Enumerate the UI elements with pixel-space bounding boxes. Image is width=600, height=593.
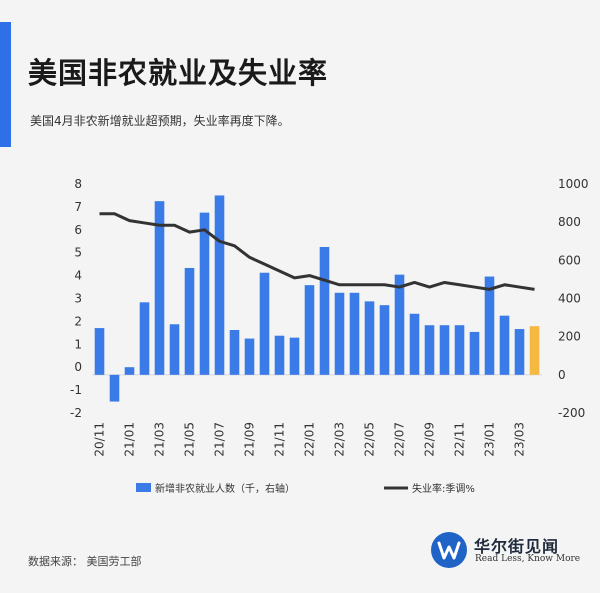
right-tick-label: 400 xyxy=(558,292,581,306)
bar-22/02 xyxy=(319,246,330,375)
x-tick-label: 22/05 xyxy=(363,422,377,457)
bar-21/04 xyxy=(169,324,180,375)
bar-22/12 xyxy=(469,331,480,375)
bar-22/01 xyxy=(304,285,315,375)
bar-21/11 xyxy=(274,335,285,375)
bar-21/03 xyxy=(154,201,165,375)
bar-21/05 xyxy=(184,267,195,375)
left-tick-label: -1 xyxy=(70,383,82,397)
left-tick-label: 2 xyxy=(74,314,82,328)
bar-21/07 xyxy=(214,195,225,375)
left-tick-label: 8 xyxy=(74,177,82,191)
brand-logo-icon xyxy=(431,532,467,568)
legend-bar-label: 新增非农就业人数（千，右轴） xyxy=(155,482,295,495)
left-tick-label: 7 xyxy=(74,200,82,214)
right-tick-label: 800 xyxy=(558,215,581,229)
x-tick-label: 22/01 xyxy=(303,422,317,457)
bar-20/12 xyxy=(109,374,120,402)
left-tick-label: 4 xyxy=(74,269,82,283)
left-tick-label: 6 xyxy=(74,223,82,237)
legend-line-label: 失业率:季调% xyxy=(412,482,475,495)
left-tick-label: 3 xyxy=(74,292,82,306)
data-source: 数据来源： 美国劳工部 xyxy=(28,555,142,568)
right-tick-label: 200 xyxy=(558,330,581,344)
bar-23/02 xyxy=(499,315,510,375)
right-tick-label: -200 xyxy=(558,406,585,420)
bar-20/11 xyxy=(94,328,105,375)
left-tick-label: 1 xyxy=(74,337,82,351)
page-subtitle: 美国4月非农新增就业超预期，失业率再度下降。 xyxy=(30,114,290,128)
left-tick-label: 0 xyxy=(74,360,82,374)
x-tick-label: 21/07 xyxy=(213,422,227,457)
unemployment-line xyxy=(99,212,535,291)
bar-21/12 xyxy=(289,337,300,375)
legend: 新增非农就业人数（千，右轴） 失业率:季调% xyxy=(136,482,475,495)
bar-21/09 xyxy=(244,338,255,375)
bar-22/10 xyxy=(439,325,450,375)
x-tick-label: 20/11 xyxy=(93,422,107,457)
right-tick-label: 600 xyxy=(558,253,581,267)
right-tick-label: 0 xyxy=(558,368,566,382)
x-tick-label: 21/01 xyxy=(123,422,137,457)
bar-23/03 xyxy=(514,329,525,375)
bar-23/01 xyxy=(484,276,495,375)
bar-21/10 xyxy=(259,272,270,375)
x-tick-label: 21/05 xyxy=(183,422,197,457)
left-tick-label: 5 xyxy=(74,246,82,260)
bar-22/03 xyxy=(334,292,345,375)
bar-21/01 xyxy=(124,367,135,375)
bar-22/05 xyxy=(364,301,375,375)
bar-22/06 xyxy=(379,305,390,375)
x-tick-label: 21/09 xyxy=(243,422,257,457)
x-tick-label: 23/01 xyxy=(483,422,497,457)
bar-23/04 xyxy=(529,326,540,375)
bar-22/11 xyxy=(454,325,465,375)
bar-series xyxy=(94,195,540,402)
left-axis-ticks: 8 7 6 5 4 3 2 1 0 -1 -2 xyxy=(70,177,82,420)
x-tick-label: 23/03 xyxy=(513,422,527,457)
x-tick-label: 22/09 xyxy=(423,422,437,457)
x-axis-ticks: 20/11 21/01 21/03 21/05 21/07 21/09 21/11 22/01… xyxy=(93,422,527,457)
bar-21/06 xyxy=(199,212,210,375)
x-tick-label: 21/03 xyxy=(153,422,167,457)
x-tick-label: 22/03 xyxy=(333,422,347,457)
legend-bar-swatch xyxy=(136,483,151,492)
brand-tagline: Read Less, Know More xyxy=(475,554,581,564)
bar-21/08 xyxy=(229,329,240,375)
page-title: 美国非农就业及失业率 xyxy=(28,56,329,90)
brand-name: 华尔街见闻 xyxy=(474,537,560,556)
x-tick-label: 22/11 xyxy=(453,422,467,457)
left-tick-label: -2 xyxy=(70,406,82,420)
x-tick-label: 21/11 xyxy=(273,422,287,457)
bar-22/07 xyxy=(394,274,405,375)
bar-22/09 xyxy=(424,325,435,375)
right-axis-ticks: 1000 800 600 400 200 0 -200 xyxy=(558,177,589,420)
x-tick-label: 22/07 xyxy=(393,422,407,457)
accent-bar xyxy=(0,22,11,147)
right-tick-label: 1000 xyxy=(558,177,589,191)
bar-22/08 xyxy=(409,313,420,375)
bar-21/02 xyxy=(139,302,150,375)
bar-22/04 xyxy=(349,292,360,375)
